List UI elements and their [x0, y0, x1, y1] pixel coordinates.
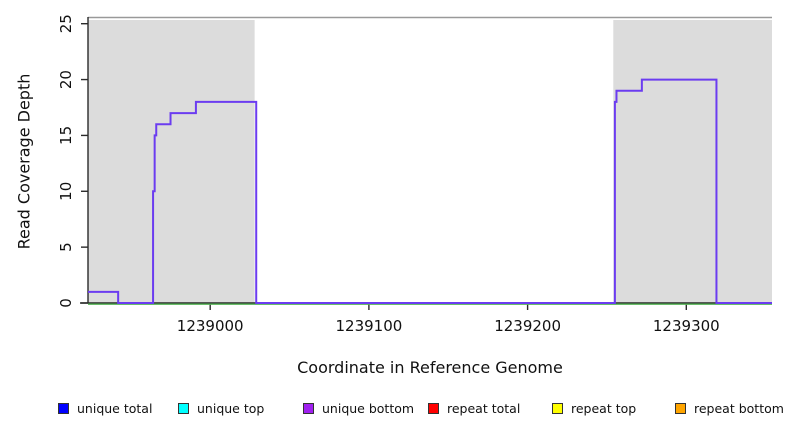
svg-text:0: 0 [57, 298, 75, 308]
repeat-top-swatch-icon [552, 402, 563, 414]
legend: unique total unique top unique bottom re… [0, 399, 792, 421]
svg-text:10: 10 [57, 182, 75, 201]
svg-text:1239300: 1239300 [653, 317, 720, 335]
legend-item-unique-top: unique top [178, 399, 264, 417]
repeat-total-swatch-icon [428, 402, 439, 414]
svg-text:20: 20 [57, 70, 75, 89]
svg-text:15: 15 [57, 126, 75, 145]
legend-item-repeat-top: repeat top [552, 399, 636, 417]
unique-top-swatch-icon [178, 402, 189, 414]
repeat-bottom-swatch-icon [675, 402, 686, 414]
legend-item-unique-bottom: unique bottom [303, 399, 414, 417]
unique-bottom-swatch-icon [303, 402, 314, 414]
svg-text:1239100: 1239100 [335, 317, 402, 335]
unique-total-swatch-icon [58, 402, 69, 414]
legend-label: unique total [77, 400, 153, 416]
legend-label: unique bottom [322, 400, 415, 416]
plot-canvas: 1239000 1239100 1239200 1239300 0 5 10 15 20 25 [57, 14, 772, 335]
y-axis-title: Read Coverage Depth [14, 73, 34, 250]
legend-label: repeat bottom [694, 400, 784, 416]
legend-item-unique-total: unique total [58, 399, 152, 417]
legend-item-repeat-bottom: repeat bottom [675, 399, 784, 417]
svg-text:25: 25 [57, 14, 75, 33]
svg-text:1239200: 1239200 [494, 317, 561, 335]
svg-text:5: 5 [57, 242, 75, 252]
legend-label: repeat top [571, 400, 637, 416]
legend-label: repeat total [447, 400, 521, 416]
legend-label: unique top [197, 400, 265, 416]
legend-item-repeat-total: repeat total [428, 399, 520, 417]
x-axis-title: Coordinate in Reference Genome [297, 358, 563, 377]
svg-text:1239000: 1239000 [177, 317, 244, 335]
